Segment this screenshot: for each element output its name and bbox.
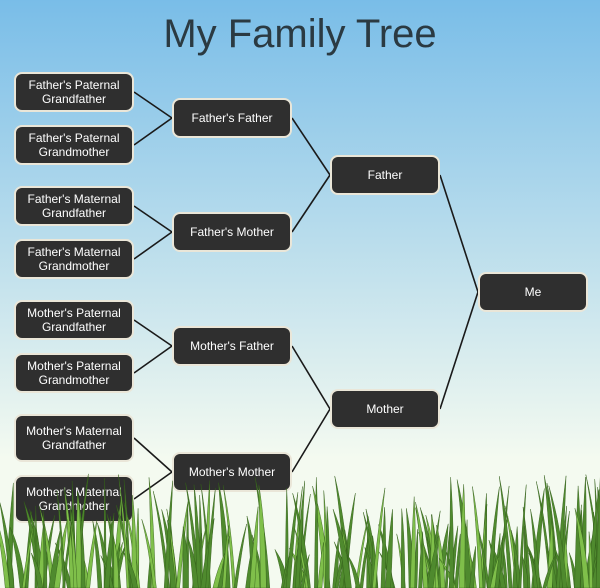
diagram-title: My Family Tree (0, 12, 600, 57)
node-fmgm: Father's Maternal Grandmother (14, 239, 134, 279)
node-mmgm: Mother's Maternal Grandmother (14, 475, 134, 523)
node-mpgm: Mother's Paternal Grandmother (14, 353, 134, 393)
node-m: Mother (330, 389, 440, 429)
edge-mmgf-mm (134, 438, 172, 472)
node-fpgf: Father's Paternal Grandfather (14, 72, 134, 112)
node-fm: Father's Mother (172, 212, 292, 252)
edge-mf-m (292, 346, 330, 409)
edge-mm-m (292, 409, 330, 472)
edge-ff-f (292, 118, 330, 175)
node-ff: Father's Father (172, 98, 292, 138)
edge-mmgm-mm (134, 472, 172, 499)
node-mf: Mother's Father (172, 326, 292, 366)
edge-f-me (440, 175, 478, 292)
edge-fmgm-fm (134, 232, 172, 259)
node-fmgf: Father's Maternal Grandfather (14, 186, 134, 226)
edge-fmgf-fm (134, 206, 172, 232)
edge-mpgm-mf (134, 346, 172, 373)
edge-mpgf-mf (134, 320, 172, 346)
node-me: Me (478, 272, 588, 312)
edge-fpgf-ff (134, 92, 172, 118)
edge-fpgm-ff (134, 118, 172, 145)
edge-fm-f (292, 175, 330, 232)
node-fpgm: Father's Paternal Grandmother (14, 125, 134, 165)
node-mmgf: Mother's Maternal Grandfather (14, 414, 134, 462)
node-mm: Mother's Mother (172, 452, 292, 492)
family-tree-canvas: My Family Tree Father's Paternal Grandfa… (0, 0, 600, 588)
node-f: Father (330, 155, 440, 195)
edge-m-me (440, 292, 478, 409)
node-mpgf: Mother's Paternal Grandfather (14, 300, 134, 340)
